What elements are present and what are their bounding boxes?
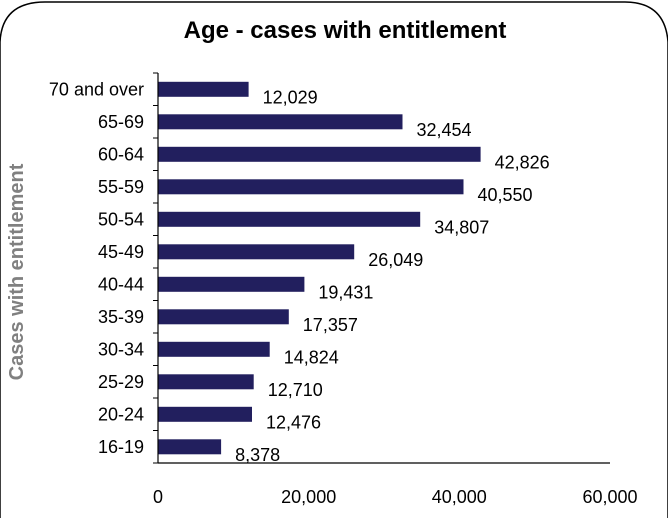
data-label: 42,826 [495,152,550,172]
bar [158,374,254,390]
category-label: 20-24 [98,404,144,424]
category-label: 60-64 [98,144,144,164]
bar [158,244,355,260]
data-label: 19,431 [318,282,373,302]
bar [158,146,481,162]
category-label: 40-44 [98,274,144,294]
data-label: 32,454 [417,120,472,140]
x-tick-label: 40,000 [432,487,487,507]
data-label: 8,378 [235,445,280,465]
category-label: 35-39 [98,307,144,327]
bar [158,439,222,455]
category-label: 50-54 [98,209,144,229]
data-label: 40,550 [478,185,533,205]
category-label: 45-49 [98,242,144,262]
category-label: 65-69 [98,112,144,132]
category-label: 16-19 [98,437,144,457]
axes-layer: 70 and over 65-69 60-64 55-59 50-54 45-49 40-4… [49,72,638,507]
x-tick-label: 60,000 [582,487,637,507]
bar [158,341,270,357]
bars-layer: 12,029 32,454 42,826 40,550 34,807 26,049 19,4… [158,81,550,465]
x-tick-label: 0 [153,487,163,507]
data-label: 12,476 [266,412,321,432]
y-axis-label: Cases with entitlement [6,163,28,380]
bar [158,309,289,325]
bar [158,276,305,292]
category-label: 70 and over [49,79,144,99]
bar [158,211,421,227]
data-label: 12,029 [263,87,318,107]
bar [158,114,403,130]
chart-title: Age - cases with entitlement [184,17,507,44]
x-tick-label: 20,000 [281,487,336,507]
category-label: 55-59 [98,177,144,197]
bar [158,179,464,195]
data-label: 12,710 [268,380,323,400]
category-label: 25-29 [98,372,144,392]
data-label: 14,824 [284,347,339,367]
data-label: 17,357 [303,315,358,335]
category-label: 30-34 [98,339,144,359]
bar [158,81,249,97]
data-label: 26,049 [368,250,423,270]
bar [158,406,252,422]
data-label: 34,807 [434,217,489,237]
